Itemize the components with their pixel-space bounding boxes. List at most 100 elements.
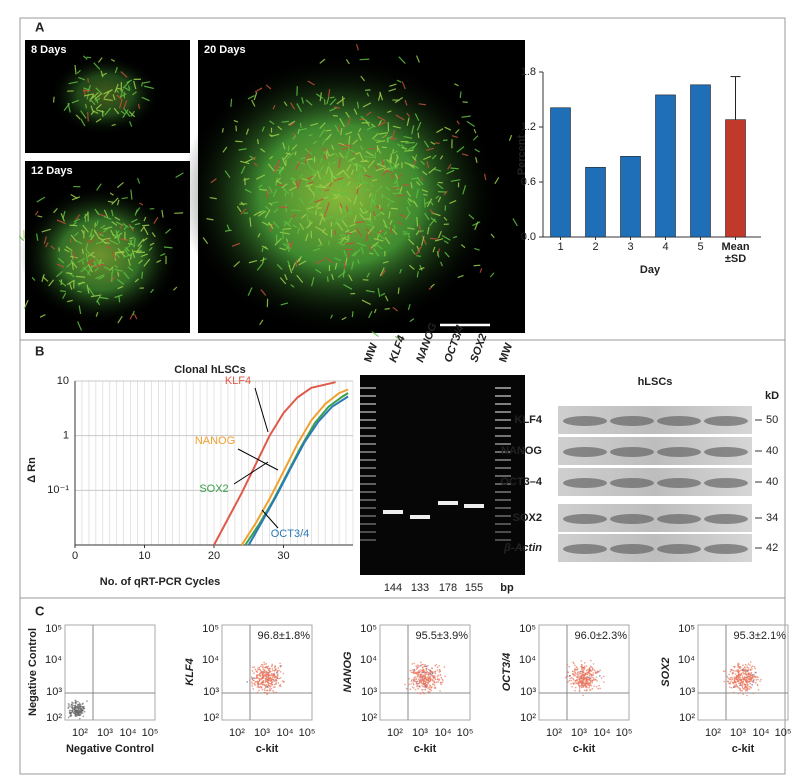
cell: [107, 200, 114, 204]
series-label: SOX2: [199, 483, 228, 495]
cell: [326, 276, 329, 283]
cell: [392, 306, 398, 312]
event-dot: [410, 680, 413, 682]
event-dot: [76, 706, 79, 709]
y-axis-label: KLF4: [184, 658, 196, 686]
cell: [95, 311, 99, 317]
cell: [342, 184, 346, 191]
cell: [282, 142, 286, 150]
event-dot: [430, 689, 433, 692]
cell: [95, 220, 99, 227]
cell: [382, 260, 389, 264]
event-dot: [570, 679, 572, 682]
cell: [161, 209, 164, 218]
cell: [156, 259, 162, 263]
event-dot: [735, 677, 738, 679]
cell: [449, 200, 457, 204]
cell: [305, 205, 311, 210]
event-dot: [592, 676, 594, 679]
event-dot: [583, 680, 585, 682]
event-dot: [417, 670, 420, 672]
cell: [421, 189, 429, 193]
cell: [420, 160, 425, 166]
event-dot: [582, 670, 585, 672]
event-dot: [603, 681, 605, 683]
cell: [316, 190, 324, 195]
lane-label: MW: [362, 341, 380, 364]
event-dot: [264, 689, 266, 692]
cell: [129, 313, 134, 320]
event-dot: [257, 667, 259, 669]
event-dot: [259, 669, 262, 672]
event-dot: [437, 681, 439, 683]
cell: [457, 274, 464, 279]
cell: [122, 100, 128, 110]
cell: [122, 222, 129, 228]
cell: [389, 162, 394, 172]
event-dot: [760, 678, 762, 681]
event-dot: [728, 673, 730, 676]
event-dot: [588, 673, 591, 675]
event-dot: [409, 669, 412, 672]
cell: [466, 120, 475, 128]
cell: [342, 146, 352, 150]
cell: [352, 151, 357, 155]
plot-area: [538, 624, 630, 721]
event-dot: [271, 683, 274, 686]
cell: [366, 228, 372, 235]
event-dot: [747, 668, 750, 671]
cell: [52, 96, 55, 103]
event-dot: [581, 680, 583, 683]
cell: [362, 102, 372, 108]
event-dot: [273, 676, 276, 679]
event-dot: [574, 682, 577, 684]
cell: [58, 247, 60, 252]
event-dot: [413, 676, 416, 679]
event-dot: [76, 705, 79, 707]
blot-band: [610, 478, 654, 488]
event-dot: [572, 677, 574, 680]
cell: [462, 185, 467, 195]
event-dot: [752, 675, 755, 677]
event-dot: [76, 711, 78, 713]
cell: [290, 102, 296, 110]
cell: [245, 128, 250, 135]
cell: [344, 242, 355, 245]
event-dot: [572, 673, 575, 676]
cell: [39, 314, 46, 318]
event-dot: [434, 678, 437, 681]
cell: [262, 257, 265, 264]
cell: [346, 232, 352, 235]
event-dot: [734, 670, 736, 672]
cell: [127, 85, 131, 90]
event-dot: [276, 669, 279, 672]
event-dot: [415, 665, 417, 667]
cell: [345, 131, 353, 136]
cell: [415, 230, 420, 236]
cell: [494, 176, 500, 185]
cell: [377, 121, 386, 127]
cell: [334, 262, 338, 270]
kd-label: 40: [766, 476, 778, 488]
cell: [329, 153, 335, 157]
cell: [282, 227, 292, 230]
event-dot: [273, 674, 276, 677]
cell: [407, 197, 413, 203]
cell: [456, 120, 460, 125]
event-dot: [733, 676, 735, 678]
cell: [307, 149, 311, 160]
cell: [397, 287, 400, 294]
blot-band: [610, 447, 654, 457]
cell: [343, 170, 351, 179]
event-dot: [419, 676, 422, 679]
cell: [344, 229, 350, 233]
cell: [143, 226, 149, 236]
cell: [95, 87, 103, 95]
x-axis-label: c-kit: [573, 743, 596, 755]
event-dot: [279, 665, 282, 667]
event-dot: [415, 668, 418, 670]
event-dot: [588, 671, 591, 673]
blot-band: [704, 478, 748, 488]
event-dot: [418, 681, 421, 684]
event-dot: [278, 684, 281, 687]
